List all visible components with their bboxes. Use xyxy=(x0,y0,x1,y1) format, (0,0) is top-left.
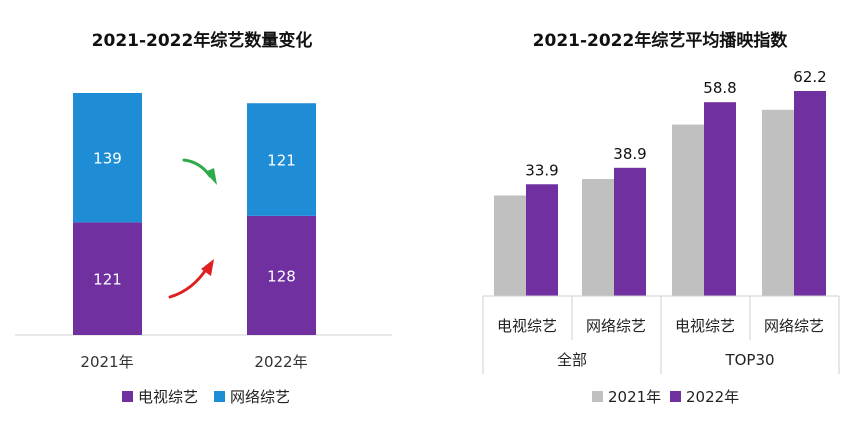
legend-label-2022: 2022年 xyxy=(686,388,739,406)
group-label-all: 全部 xyxy=(557,351,587,369)
bar-value-label: 62.2 xyxy=(793,68,826,86)
bar-value-label: 128 xyxy=(267,267,296,285)
bar-value-label: 58.8 xyxy=(703,79,736,97)
right-chart-title: 2021-2022年综艺平均播映指数 xyxy=(533,30,789,51)
up-arrow-icon xyxy=(168,259,214,299)
bar-value-label: 139 xyxy=(93,150,122,168)
bar-segment xyxy=(73,93,142,223)
legend-label-2021: 2021年 xyxy=(608,388,661,406)
group-label-top30: TOP30 xyxy=(724,351,774,369)
stacked-bar-chart: 2021-2022年综艺数量变化 121 139 128 121 2021年 2022… xyxy=(15,30,392,406)
bar xyxy=(672,124,704,296)
left-legend: 电视综艺 网络综艺 xyxy=(122,388,290,406)
legend-label-tv: 电视综艺 xyxy=(138,388,198,406)
bar-value-label: 38.9 xyxy=(613,145,646,163)
bar xyxy=(762,109,794,297)
bar xyxy=(794,91,826,296)
bar xyxy=(704,102,736,297)
category-table xyxy=(482,295,840,374)
legend-swatch-2021 xyxy=(592,391,603,402)
bar-value-label: 33.9 xyxy=(525,161,558,179)
bar xyxy=(614,167,646,296)
legend-label-net: 网络综艺 xyxy=(230,388,290,406)
category-label: 电视综艺 xyxy=(675,317,735,335)
legend-swatch-2022 xyxy=(670,391,681,402)
category-label: 网络综艺 xyxy=(764,317,824,335)
bar xyxy=(526,184,558,296)
bar-value-label: 121 xyxy=(93,271,122,289)
right-legend: 2021年 2022年 xyxy=(592,388,739,406)
category-label: 网络综艺 xyxy=(586,317,646,335)
left-chart-title: 2021-2022年综艺数量变化 xyxy=(92,30,313,51)
category-label: 电视综艺 xyxy=(497,317,557,335)
bar-segment xyxy=(247,103,316,216)
grouped-bar-chart: 2021-2022年综艺平均播映指数 33.9 38.9 58.8 62.2 电视综艺… xyxy=(482,30,840,406)
down-arrow-icon xyxy=(182,158,217,185)
legend-swatch-tv xyxy=(122,391,133,402)
bar-segment xyxy=(73,222,142,335)
bar xyxy=(582,178,614,296)
x-tick-2021: 2021年 xyxy=(80,353,133,371)
x-tick-2022: 2022年 xyxy=(254,353,307,371)
legend-swatch-net xyxy=(214,391,225,402)
bar xyxy=(494,195,526,296)
bar-segment xyxy=(247,215,316,335)
bar-value-label: 121 xyxy=(267,152,296,170)
